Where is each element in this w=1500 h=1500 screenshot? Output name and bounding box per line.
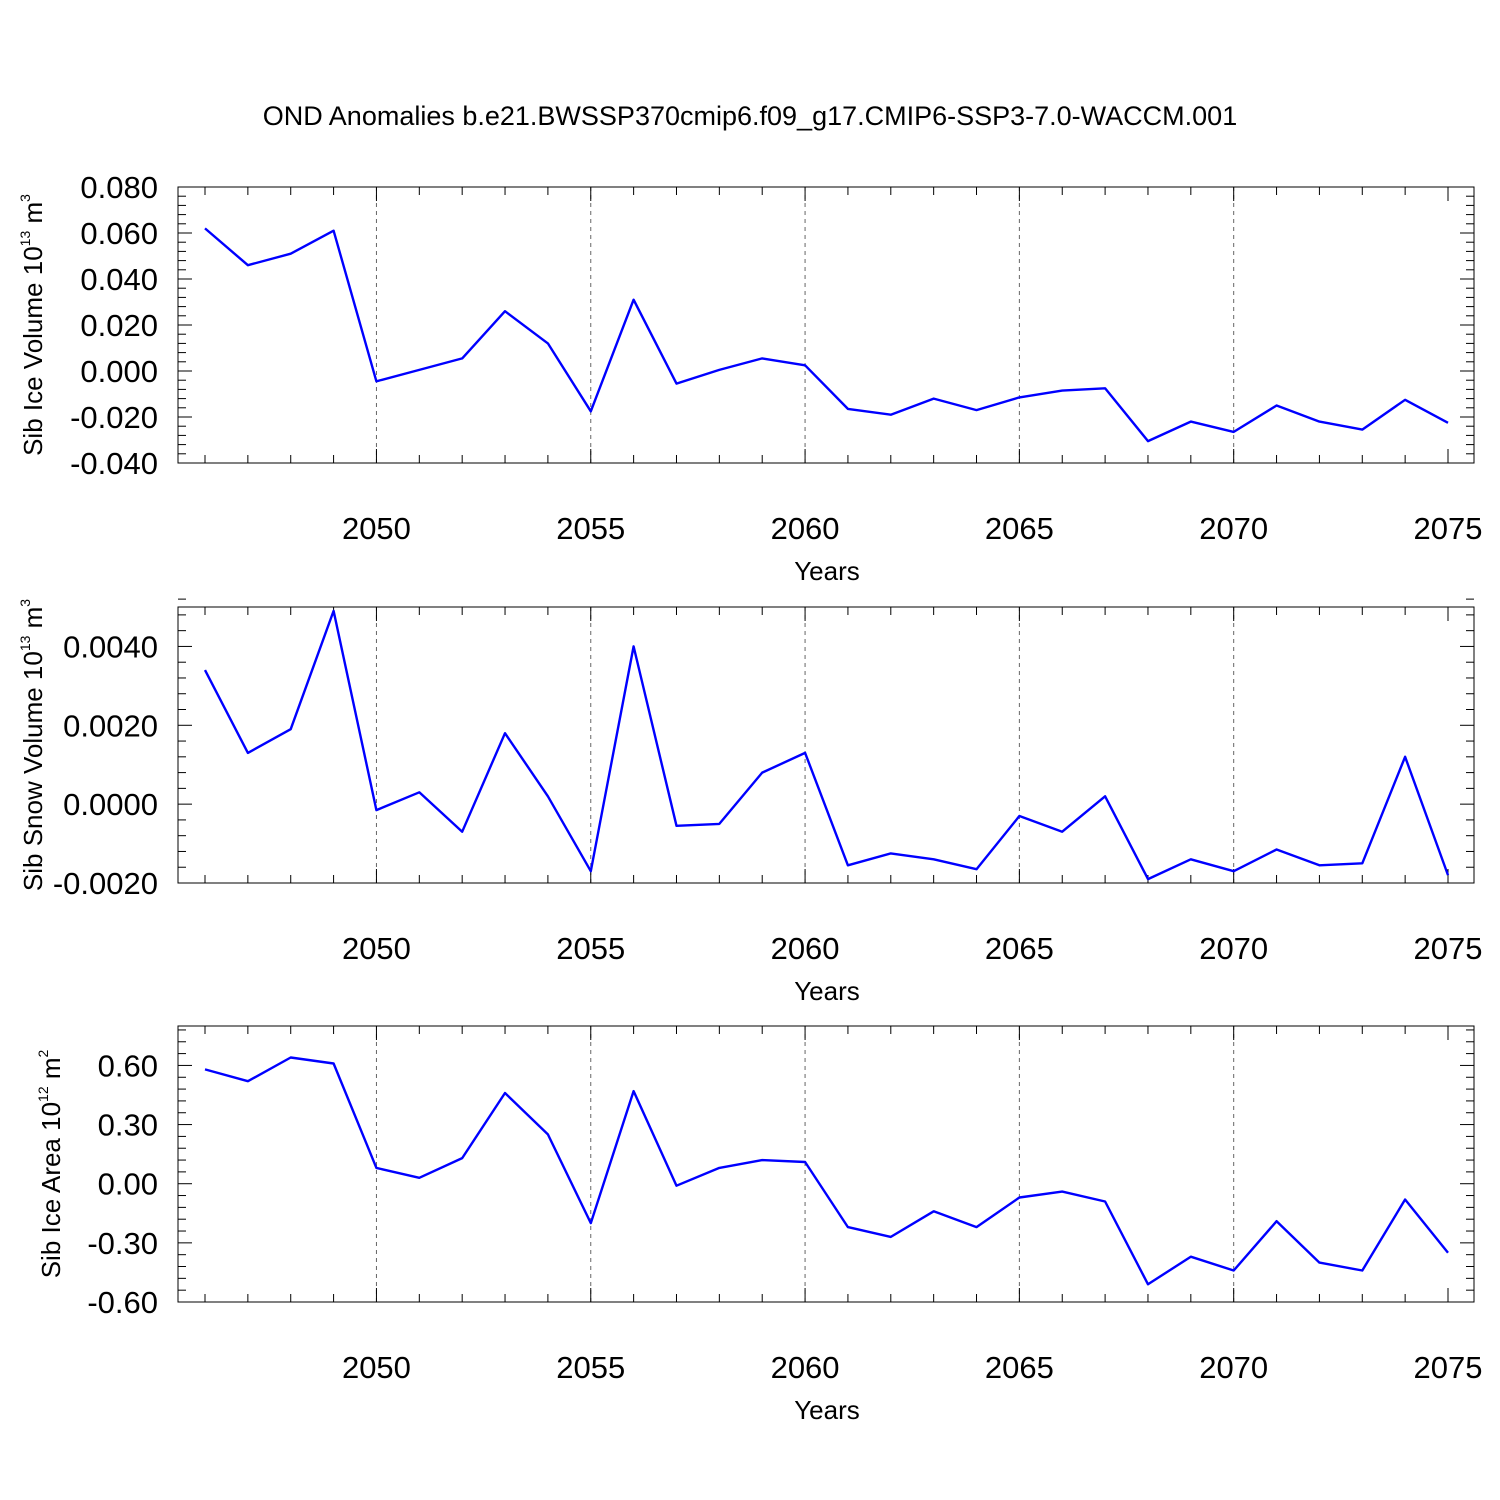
y-tick-label: 0.080 bbox=[80, 170, 158, 205]
x-tick-label: 2075 bbox=[1414, 1350, 1483, 1385]
y-tick-label: 0.0040 bbox=[63, 629, 158, 664]
x-axis-label: Years bbox=[794, 556, 860, 586]
y-axis-label: Sib Ice Volume 1013 m3 bbox=[17, 194, 48, 456]
x-tick-label: 2070 bbox=[1199, 511, 1268, 546]
plot-frame bbox=[177, 186, 1475, 464]
x-tick-label: 2060 bbox=[771, 1350, 840, 1385]
y-tick-label: -0.60 bbox=[87, 1285, 158, 1320]
x-axis-label: Years bbox=[794, 1395, 860, 1425]
x-tick-label: 2060 bbox=[771, 511, 840, 546]
x-tick-label: 2070 bbox=[1199, 931, 1268, 966]
x-tick-label: 2075 bbox=[1414, 931, 1483, 966]
plot-frame bbox=[177, 606, 1475, 884]
x-tick-label: 2055 bbox=[556, 511, 625, 546]
y-axis-label: Sib Snow Volume 1013 m3 bbox=[17, 599, 48, 891]
y-tick-label: 0.00 bbox=[98, 1167, 158, 1202]
y-tick-label: 0.0020 bbox=[63, 708, 158, 743]
y-tick-label: 0.060 bbox=[80, 216, 158, 251]
x-tick-label: 2065 bbox=[985, 931, 1054, 966]
chart-panel-1: -0.040 -0.020 0.000 0.020 0.040 0.060 0.080 205… bbox=[17, 170, 1482, 586]
y-tick-label: 0.020 bbox=[80, 308, 158, 343]
x-tick-label: 2055 bbox=[556, 1350, 625, 1385]
series-line bbox=[204, 227, 1449, 443]
x-tick-label: 2050 bbox=[342, 1350, 411, 1385]
series-line bbox=[204, 1056, 1449, 1286]
series-line bbox=[203, 609, 1450, 881]
y-tick-label: -0.30 bbox=[87, 1226, 158, 1261]
plot-frame bbox=[177, 1025, 1475, 1303]
y-tick-label: -0.0020 bbox=[53, 866, 158, 901]
y-tick-label: 0.0000 bbox=[63, 787, 158, 822]
x-tick-label: 2065 bbox=[985, 1350, 1054, 1385]
chart-title: OND Anomalies b.e21.BWSSP370cmip6.f09_g1… bbox=[263, 101, 1237, 131]
y-tick-label: -0.020 bbox=[70, 400, 158, 435]
x-tick-label: 2060 bbox=[771, 931, 840, 966]
chart-panel-2: -0.0020 0.0000 0.0020 0.0040 2050 2055 2060 206… bbox=[17, 598, 1483, 1006]
y-tick-label: 0.000 bbox=[80, 354, 158, 389]
y-axis-label: Sib Ice Area 1012 m2 bbox=[35, 1049, 66, 1278]
x-tick-label: 2055 bbox=[556, 931, 625, 966]
y-tick-label: -0.040 bbox=[70, 446, 158, 481]
x-axis-label: Years bbox=[794, 976, 860, 1006]
x-tick-label: 2075 bbox=[1414, 511, 1483, 546]
x-tick-label: 2065 bbox=[985, 511, 1054, 546]
x-tick-label: 2070 bbox=[1199, 1350, 1268, 1385]
y-tick-label: 0.30 bbox=[98, 1108, 158, 1143]
chart-panel-3: -0.60 -0.30 0.00 0.30 0.60 2050 2055 2060 2065 20… bbox=[35, 1025, 1483, 1425]
x-tick-label: 2050 bbox=[342, 511, 411, 546]
x-tick-label: 2050 bbox=[342, 931, 411, 966]
y-tick-label: 0.60 bbox=[98, 1048, 158, 1083]
y-tick-label: 0.040 bbox=[80, 262, 158, 297]
